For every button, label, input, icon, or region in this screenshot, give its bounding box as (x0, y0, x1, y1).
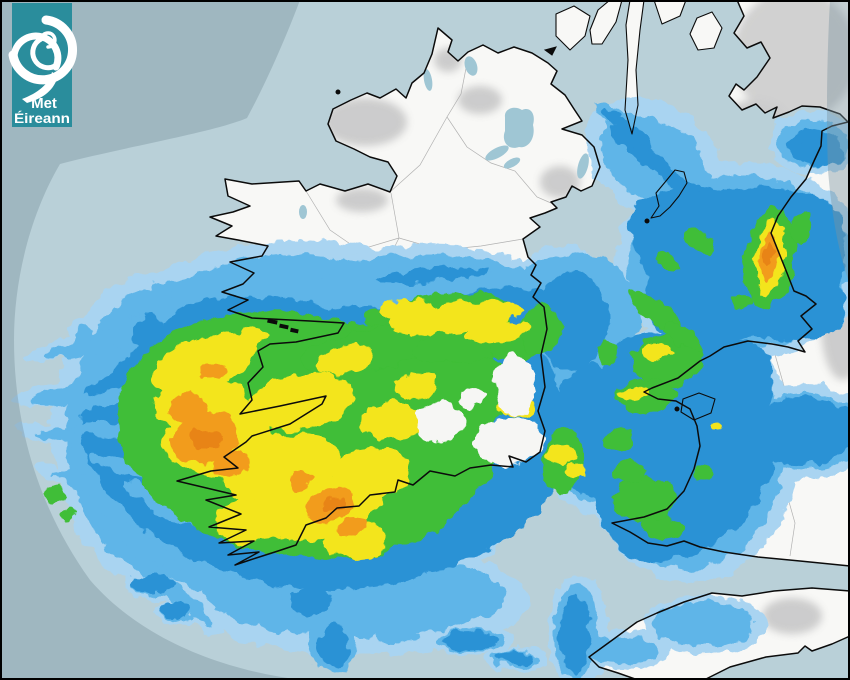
aran-islands (290, 327, 299, 334)
holy-island-islet (674, 406, 680, 412)
precipitation-layer (10, 97, 850, 680)
tory-island (335, 89, 341, 95)
rathlin-island (543, 46, 557, 56)
aran-islands (267, 318, 278, 325)
aran-islands (279, 323, 289, 330)
calf-of-man-islet (644, 218, 650, 224)
coastlines (176, 0, 850, 680)
logo-text-line1: Met (31, 95, 57, 112)
met-eireann-logo: Met Éireann (8, 3, 78, 127)
dry-gap-patches (415, 353, 542, 466)
swirl-logo-icon (8, 15, 78, 103)
lough-neagh (503, 107, 534, 148)
rain-level-7-cells (191, 241, 774, 510)
logo-text-line2: Éireann (14, 110, 70, 126)
